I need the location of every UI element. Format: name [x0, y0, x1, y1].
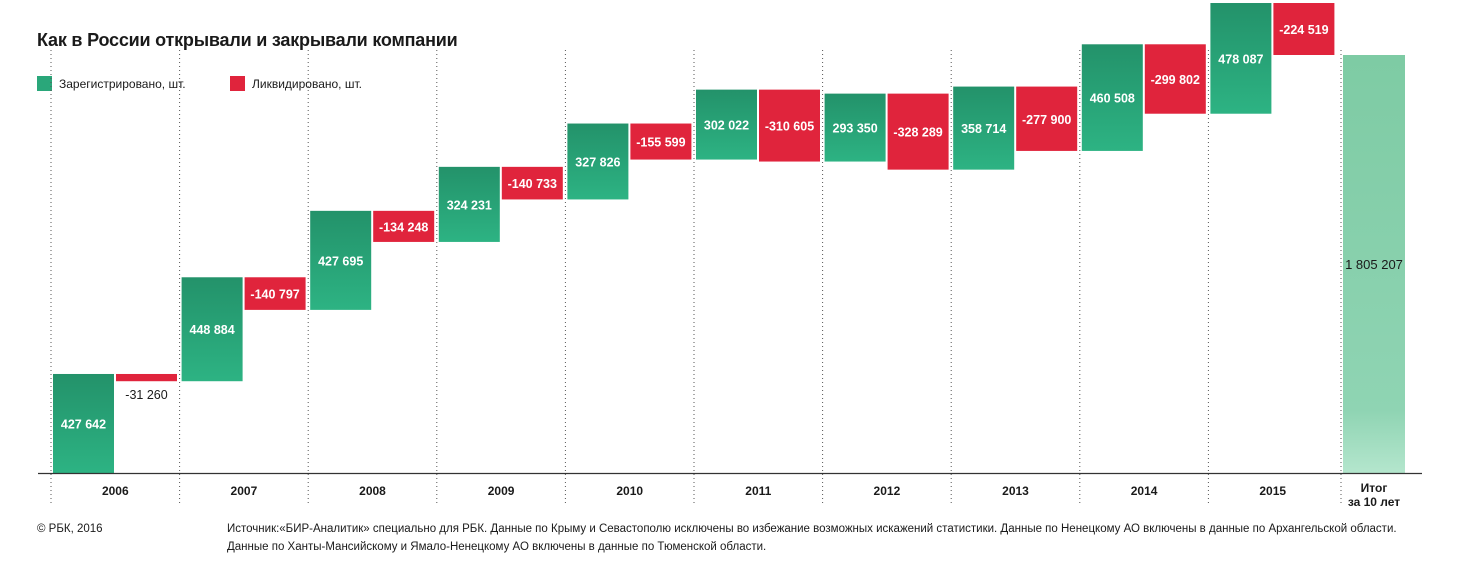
source-line-2: Данные по Ханты-Мансийскому и Ямало-Нене… — [227, 541, 767, 553]
x-tick-label: 2007 — [231, 484, 258, 498]
bar-liquidated — [373, 210, 435, 242]
bar-registered — [438, 166, 500, 242]
data-label-total: 1 805 207 — [1345, 257, 1403, 272]
data-label-liquidated: -31 260 — [125, 388, 167, 402]
data-label-registered: 427 695 — [318, 254, 363, 268]
x-tick-label: 2009 — [488, 484, 515, 498]
bar-liquidated — [759, 89, 820, 162]
bar-registered — [1210, 3, 1272, 114]
data-label-registered: 327 826 — [575, 155, 620, 169]
copyright-text: © РБК, 2016 — [37, 523, 103, 535]
data-label-liquidated: -224 519 — [1279, 23, 1328, 37]
bar-registered — [696, 89, 757, 160]
x-tick-label: 2006 — [102, 484, 129, 498]
legend-item-registered: Зарегистрировано, шт. — [37, 76, 186, 91]
bar-liquidated — [116, 373, 177, 382]
bar-registered — [53, 373, 114, 473]
bar-registered — [567, 123, 629, 200]
bar-liquidated — [501, 166, 563, 200]
x-tick-label: 2011 — [745, 484, 771, 498]
x-tick-label-total: за 10 лет — [1348, 495, 1400, 509]
data-label-registered: 358 714 — [961, 122, 1006, 136]
data-label-registered: 293 350 — [833, 122, 878, 136]
bar-liquidated — [630, 123, 692, 160]
data-label-liquidated: -310 605 — [765, 120, 814, 134]
data-label-liquidated: -155 599 — [636, 136, 685, 150]
x-tick-label: 2010 — [616, 484, 643, 498]
legend-swatch-registered — [37, 76, 52, 91]
data-label-liquidated: -134 248 — [379, 220, 428, 234]
source-line-1: Источник:«БИР-Аналитик» специально для Р… — [227, 523, 1397, 535]
data-label-liquidated: -299 802 — [1151, 73, 1200, 87]
data-label-registered: 478 087 — [1218, 52, 1263, 66]
data-label-registered: 302 022 — [704, 119, 749, 133]
x-tick-label: 2014 — [1131, 484, 1158, 498]
bar-liquidated — [1016, 86, 1078, 151]
x-tick-label: 2015 — [1259, 484, 1286, 498]
bar-liquidated — [1273, 3, 1335, 55]
legend-item-liquidated: Ликвидировано, шт. — [230, 76, 362, 91]
bar-liquidated — [244, 277, 306, 310]
x-tick-label-total: Итог — [1361, 481, 1388, 495]
bar-total — [1343, 55, 1405, 473]
data-label-liquidated: -140 733 — [508, 177, 557, 191]
chart-title: Как в России открывали и закрывали компа… — [37, 30, 458, 50]
bar-liquidated — [887, 93, 949, 170]
data-label-registered: 448 884 — [190, 323, 235, 337]
data-label-registered: 460 508 — [1090, 92, 1135, 106]
bar-liquidated — [1144, 44, 1206, 114]
x-tick-label: 2008 — [359, 484, 386, 498]
x-tick-label: 2013 — [1002, 484, 1029, 498]
waterfall-chart: 427 642 -31 260 2006 448 884 -140 797 2007 427… — [38, 3, 1422, 509]
data-label-liquidated: -140 797 — [250, 288, 299, 302]
x-tick-label: 2012 — [874, 484, 901, 498]
data-label-liquidated: -328 289 — [893, 126, 942, 140]
data-label-liquidated: -277 900 — [1022, 113, 1071, 127]
bar-registered — [824, 93, 886, 162]
data-label-registered: 427 642 — [61, 417, 106, 431]
legend-label-registered: Зарегистрировано, шт. — [59, 76, 186, 91]
bar-registered — [1081, 44, 1143, 151]
legend-swatch-liquidated — [230, 76, 245, 91]
bar-registered — [310, 210, 372, 310]
bar-registered — [181, 277, 243, 382]
data-label-registered: 324 231 — [447, 198, 492, 212]
legend-label-liquidated: Ликвидировано, шт. — [252, 76, 362, 91]
source-note: Источник:«БИР-Аналитик» специально для Р… — [227, 520, 1427, 556]
bar-registered — [953, 86, 1015, 170]
